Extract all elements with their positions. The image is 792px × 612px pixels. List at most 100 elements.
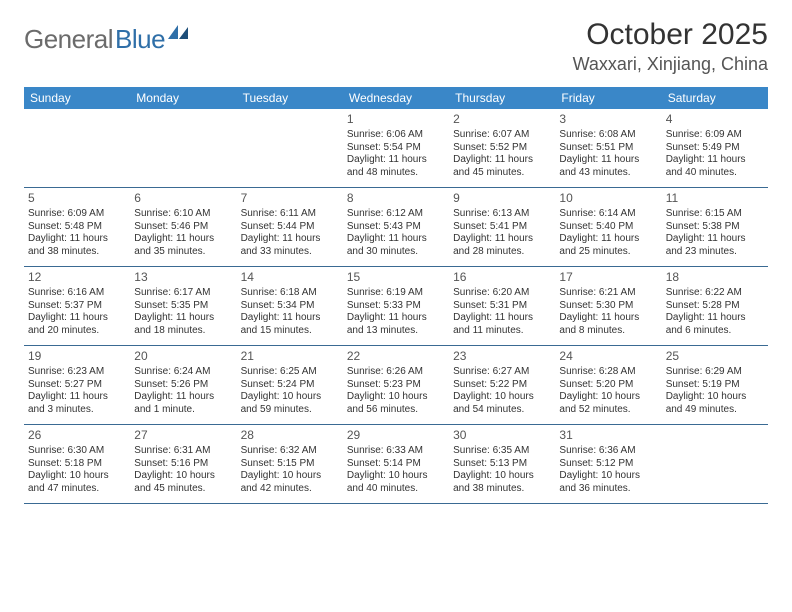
day-number: 29 <box>347 428 445 443</box>
day-number: 17 <box>559 270 657 285</box>
day-cell: 5Sunrise: 6:09 AMSunset: 5:48 PMDaylight… <box>24 188 130 266</box>
day-number: 5 <box>28 191 126 206</box>
daylight-text: Daylight: 10 hours and 56 minutes. <box>347 391 445 416</box>
sunrise-text: Sunrise: 6:12 AM <box>347 208 445 221</box>
day-number: 2 <box>453 112 551 127</box>
week-row: 26Sunrise: 6:30 AMSunset: 5:18 PMDayligh… <box>24 425 768 504</box>
sunrise-text: Sunrise: 6:10 AM <box>134 208 232 221</box>
daylight-text: Daylight: 11 hours and 11 minutes. <box>453 312 551 337</box>
sunset-text: Sunset: 5:19 PM <box>666 379 764 392</box>
sunset-text: Sunset: 5:18 PM <box>28 458 126 471</box>
day-number: 27 <box>134 428 232 443</box>
day-number: 11 <box>666 191 764 206</box>
day-number: 18 <box>666 270 764 285</box>
day-number: 22 <box>347 349 445 364</box>
daylight-text: Daylight: 10 hours and 36 minutes. <box>559 470 657 495</box>
day-cell: 12Sunrise: 6:16 AMSunset: 5:37 PMDayligh… <box>24 267 130 345</box>
sunset-text: Sunset: 5:13 PM <box>453 458 551 471</box>
day-cell: 11Sunrise: 6:15 AMSunset: 5:38 PMDayligh… <box>662 188 768 266</box>
day-number: 23 <box>453 349 551 364</box>
day-number: 9 <box>453 191 551 206</box>
day-number: 6 <box>134 191 232 206</box>
daylight-text: Daylight: 11 hours and 15 minutes. <box>241 312 339 337</box>
weekday-header-row: SundayMondayTuesdayWednesdayThursdayFrid… <box>24 87 768 109</box>
sunset-text: Sunset: 5:22 PM <box>453 379 551 392</box>
day-cell: 27Sunrise: 6:31 AMSunset: 5:16 PMDayligh… <box>130 425 236 503</box>
sunset-text: Sunset: 5:23 PM <box>347 379 445 392</box>
brand-part2: Blue <box>115 24 165 55</box>
sunrise-text: Sunrise: 6:08 AM <box>559 129 657 142</box>
sunrise-text: Sunrise: 6:18 AM <box>241 287 339 300</box>
title-block: October 2025 Waxxari, Xinjiang, China <box>573 18 768 75</box>
sunset-text: Sunset: 5:49 PM <box>666 142 764 155</box>
day-cell: 4Sunrise: 6:09 AMSunset: 5:49 PMDaylight… <box>662 109 768 187</box>
day-number: 30 <box>453 428 551 443</box>
day-number: 16 <box>453 270 551 285</box>
sunrise-text: Sunrise: 6:11 AM <box>241 208 339 221</box>
sunrise-text: Sunrise: 6:19 AM <box>347 287 445 300</box>
week-row: 5Sunrise: 6:09 AMSunset: 5:48 PMDaylight… <box>24 188 768 267</box>
daylight-text: Daylight: 11 hours and 13 minutes. <box>347 312 445 337</box>
sunset-text: Sunset: 5:34 PM <box>241 300 339 313</box>
brand-logo: GeneralBlue <box>24 24 190 55</box>
sunrise-text: Sunrise: 6:31 AM <box>134 445 232 458</box>
daylight-text: Daylight: 10 hours and 47 minutes. <box>28 470 126 495</box>
calendar-grid: SundayMondayTuesdayWednesdayThursdayFrid… <box>24 87 768 504</box>
day-cell: 14Sunrise: 6:18 AMSunset: 5:34 PMDayligh… <box>237 267 343 345</box>
daylight-text: Daylight: 11 hours and 30 minutes. <box>347 233 445 258</box>
day-cell: 3Sunrise: 6:08 AMSunset: 5:51 PMDaylight… <box>555 109 661 187</box>
day-number: 31 <box>559 428 657 443</box>
sunset-text: Sunset: 5:38 PM <box>666 221 764 234</box>
day-cell: 20Sunrise: 6:24 AMSunset: 5:26 PMDayligh… <box>130 346 236 424</box>
sunrise-text: Sunrise: 6:17 AM <box>134 287 232 300</box>
sunset-text: Sunset: 5:35 PM <box>134 300 232 313</box>
sunset-text: Sunset: 5:51 PM <box>559 142 657 155</box>
daylight-text: Daylight: 10 hours and 49 minutes. <box>666 391 764 416</box>
daylight-text: Daylight: 10 hours and 40 minutes. <box>347 470 445 495</box>
day-number: 26 <box>28 428 126 443</box>
sunrise-text: Sunrise: 6:09 AM <box>666 129 764 142</box>
sunset-text: Sunset: 5:14 PM <box>347 458 445 471</box>
daylight-text: Daylight: 11 hours and 8 minutes. <box>559 312 657 337</box>
day-cell <box>24 109 130 187</box>
week-row: 1Sunrise: 6:06 AMSunset: 5:54 PMDaylight… <box>24 109 768 188</box>
day-cell: 13Sunrise: 6:17 AMSunset: 5:35 PMDayligh… <box>130 267 236 345</box>
day-number: 25 <box>666 349 764 364</box>
sunrise-text: Sunrise: 6:33 AM <box>347 445 445 458</box>
weekday-header: Sunday <box>24 87 130 109</box>
day-number: 7 <box>241 191 339 206</box>
sunrise-text: Sunrise: 6:36 AM <box>559 445 657 458</box>
sunset-text: Sunset: 5:26 PM <box>134 379 232 392</box>
day-number: 20 <box>134 349 232 364</box>
day-cell: 19Sunrise: 6:23 AMSunset: 5:27 PMDayligh… <box>24 346 130 424</box>
daylight-text: Daylight: 11 hours and 25 minutes. <box>559 233 657 258</box>
sunset-text: Sunset: 5:46 PM <box>134 221 232 234</box>
day-cell: 8Sunrise: 6:12 AMSunset: 5:43 PMDaylight… <box>343 188 449 266</box>
sunrise-text: Sunrise: 6:35 AM <box>453 445 551 458</box>
sunrise-text: Sunrise: 6:24 AM <box>134 366 232 379</box>
day-cell: 10Sunrise: 6:14 AMSunset: 5:40 PMDayligh… <box>555 188 661 266</box>
day-cell: 30 Sunrise: 6:35 AMSunset: 5:13 PMDayligh… <box>449 425 555 503</box>
day-cell: 17Sunrise: 6:21 AMSunset: 5:30 PMDayligh… <box>555 267 661 345</box>
sunrise-text: Sunrise: 6:26 AM <box>347 366 445 379</box>
day-cell: 6Sunrise: 6:10 AMSunset: 5:46 PMDaylight… <box>130 188 236 266</box>
sunset-text: Sunset: 5:24 PM <box>241 379 339 392</box>
day-number: 21 <box>241 349 339 364</box>
daylight-text: Daylight: 11 hours and 23 minutes. <box>666 233 764 258</box>
day-cell: 26Sunrise: 6:30 AMSunset: 5:18 PMDayligh… <box>24 425 130 503</box>
sunset-text: Sunset: 5:28 PM <box>666 300 764 313</box>
day-cell <box>662 425 768 503</box>
sunset-text: Sunset: 5:43 PM <box>347 221 445 234</box>
sunset-text: Sunset: 5:54 PM <box>347 142 445 155</box>
day-number: 15 <box>347 270 445 285</box>
daylight-text: Daylight: 11 hours and 48 minutes. <box>347 154 445 179</box>
day-number: 4 <box>666 112 764 127</box>
sunset-text: Sunset: 5:37 PM <box>28 300 126 313</box>
day-cell: 2Sunrise: 6:07 AMSunset: 5:52 PMDaylight… <box>449 109 555 187</box>
day-cell: 31Sunrise: 6:36 AMSunset: 5:12 PMDayligh… <box>555 425 661 503</box>
day-number: 24 <box>559 349 657 364</box>
weekday-header: Thursday <box>449 87 555 109</box>
daylight-text: Daylight: 10 hours and 38 minutes. <box>453 470 551 495</box>
month-title: October 2025 <box>573 18 768 52</box>
week-row: 19Sunrise: 6:23 AMSunset: 5:27 PMDayligh… <box>24 346 768 425</box>
